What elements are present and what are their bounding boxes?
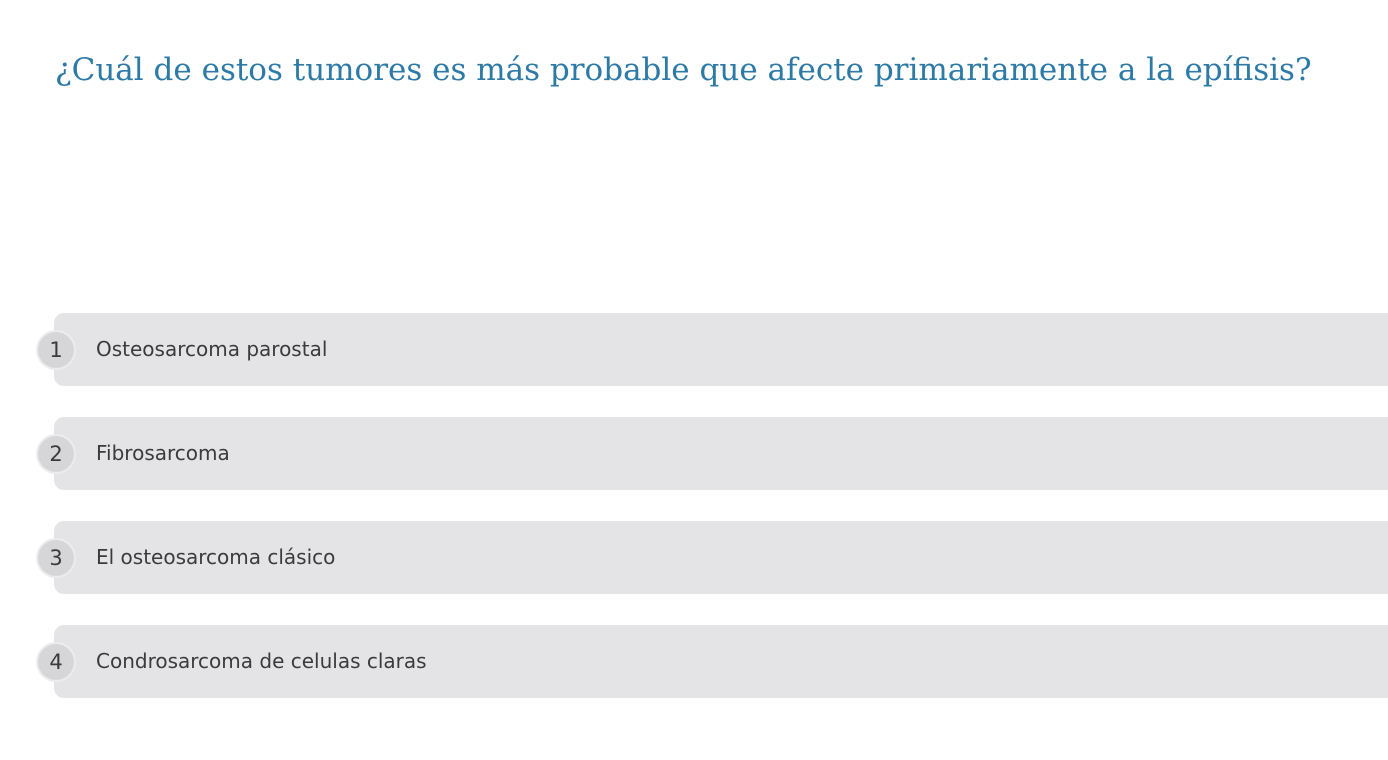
answer-option-1[interactable]: 1 Osteosarcoma parostal [0, 313, 1388, 386]
answer-option-4[interactable]: 4 Condrosarcoma de celulas claras [0, 625, 1388, 698]
answer-option-background [54, 625, 1388, 698]
answer-number-badge: 2 [38, 436, 74, 472]
answer-number-badge: 1 [38, 332, 74, 368]
answer-option-background [54, 313, 1388, 386]
answer-option-label: El osteosarcoma clásico [96, 545, 336, 569]
answer-options-list: 1 Osteosarcoma parostal 2 Fibrosarcoma 3… [0, 313, 1388, 729]
answer-option-label: Condrosarcoma de celulas claras [96, 649, 427, 673]
answer-option-background [54, 521, 1388, 594]
answer-option-label: Osteosarcoma parostal [96, 337, 328, 361]
answer-option-3[interactable]: 3 El osteosarcoma clásico [0, 521, 1388, 594]
answer-option-2[interactable]: 2 Fibrosarcoma [0, 417, 1388, 490]
answer-number-badge: 4 [38, 644, 74, 680]
answer-option-label: Fibrosarcoma [96, 441, 230, 465]
answer-number-badge: 3 [38, 540, 74, 576]
question-title: ¿Cuál de estos tumores es más probable q… [55, 52, 1312, 88]
answer-option-background [54, 417, 1388, 490]
